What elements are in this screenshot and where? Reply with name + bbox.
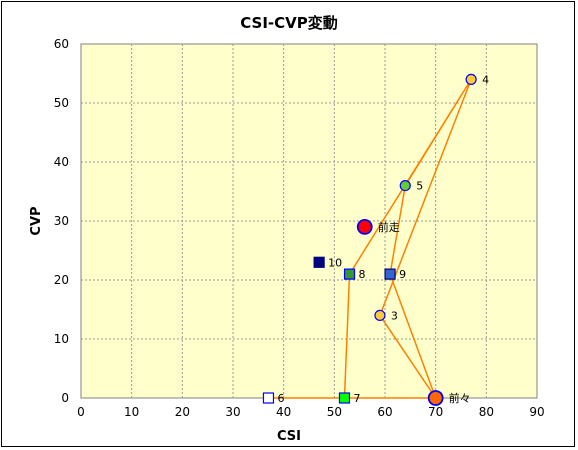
point-label-5: 5	[416, 180, 423, 193]
point-marker-5	[399, 180, 411, 192]
x-axis-title: CSI	[277, 429, 301, 444]
x-tick-label-40: 40	[276, 405, 291, 419]
x-tick-label-70: 70	[428, 405, 443, 419]
point-marker-4	[465, 73, 477, 86]
x-tick-label-0: 0	[77, 405, 85, 419]
data-points	[262, 73, 477, 406]
point-label-前々: 前々	[449, 391, 471, 405]
y-tick-label-30: 30	[54, 214, 69, 228]
point-marker-3	[374, 309, 386, 321]
point-marker-前々	[427, 390, 444, 406]
point-label-7: 7	[353, 392, 360, 405]
x-tick-label-90: 90	[529, 405, 544, 419]
point-label-前走: 前走	[378, 220, 400, 234]
x-tick-label-30: 30	[225, 405, 240, 419]
tick-labels: 0 10 20 30 40 50 60 70 80 90 0 10 20 30 40 50 60	[54, 37, 545, 419]
point-label-6: 6	[277, 392, 284, 405]
point-label-3: 3	[391, 309, 398, 322]
point-label-4: 4	[482, 73, 489, 86]
point-marker-6	[262, 392, 275, 404]
y-tick-label-40: 40	[54, 155, 69, 169]
x-tick-label-80: 80	[479, 405, 494, 419]
y-tick-label-0: 0	[61, 391, 69, 405]
series-lines	[267, 78, 472, 399]
point-marker-前走	[356, 218, 373, 235]
y-tick-label-60: 60	[54, 37, 69, 51]
y-tick-label-50: 50	[54, 96, 69, 110]
x-tick-label-50: 50	[327, 405, 342, 419]
chart-title: CSI-CVP変動	[240, 14, 338, 32]
point-label-10: 10	[328, 256, 342, 269]
y-tick-label-10: 10	[54, 332, 69, 346]
series-path	[267, 78, 472, 399]
point-marker-9	[384, 268, 396, 280]
x-tick-label-20: 20	[175, 405, 190, 419]
point-marker-10	[313, 256, 325, 268]
y-tick-label-20: 20	[54, 273, 69, 287]
grid-lines	[81, 44, 537, 398]
point-labels: 前々 3 4 5 6 7 8 9 10 前走	[277, 73, 489, 405]
point-marker-8	[343, 268, 356, 280]
x-tick-label-10: 10	[124, 405, 139, 419]
point-marker-7	[338, 392, 351, 404]
x-tick-label-60: 60	[377, 405, 392, 419]
point-label-9: 9	[399, 268, 406, 281]
y-axis-title: CVP	[29, 206, 44, 235]
point-label-8: 8	[359, 268, 366, 281]
